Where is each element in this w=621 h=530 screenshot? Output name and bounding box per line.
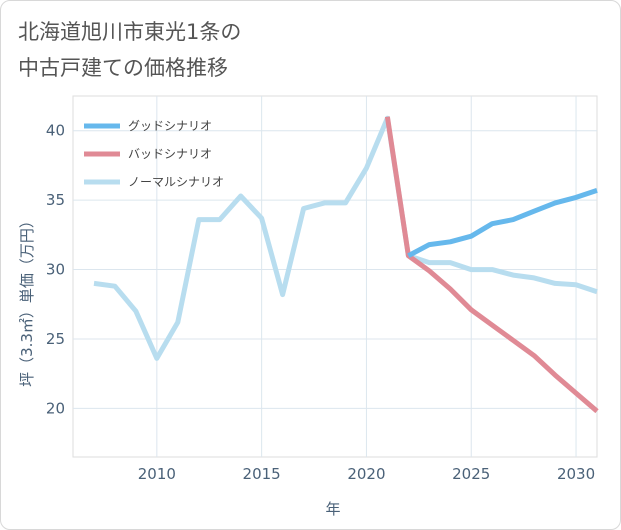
y-tick-label: 35 (46, 191, 65, 209)
series-line-1 (384, 116, 599, 414)
y-tick-label: 40 (46, 122, 65, 140)
x-tick-label: 2030 (557, 465, 595, 483)
y-tick-label: 25 (46, 330, 65, 348)
x-axis-label: 年 (325, 500, 340, 518)
x-tick-label: 2025 (452, 465, 490, 483)
series-lines (93, 115, 599, 414)
chart-title: 北海道旭川市東光1条の 中古戸建ての価格推移 (18, 14, 598, 86)
y-tick-label: 30 (46, 261, 65, 279)
legend-label: バッドシナリオ (128, 147, 212, 161)
legend-label: グッドシナリオ (128, 119, 212, 133)
x-tick-labels: 2010 2015 2020 2025 2030 (138, 465, 595, 483)
x-tick-label: 2015 (243, 465, 281, 483)
series-line-0 (407, 188, 598, 258)
series-line-2 (93, 115, 598, 361)
chart-title-line2: 中古戸建ての価格推移 (18, 56, 228, 80)
y-axis-label: 坪（3.3㎡）単価（万円） (18, 213, 36, 387)
x-tick-label: 2020 (347, 465, 385, 483)
y-tick-labels: 20 25 30 35 40 (46, 122, 65, 418)
chart-title-line1: 北海道旭川市東光1条の (18, 20, 242, 44)
x-tick-label: 2010 (138, 465, 176, 483)
y-tick-label: 20 (46, 399, 65, 417)
legend-label: ノーマルシナリオ (128, 175, 224, 189)
